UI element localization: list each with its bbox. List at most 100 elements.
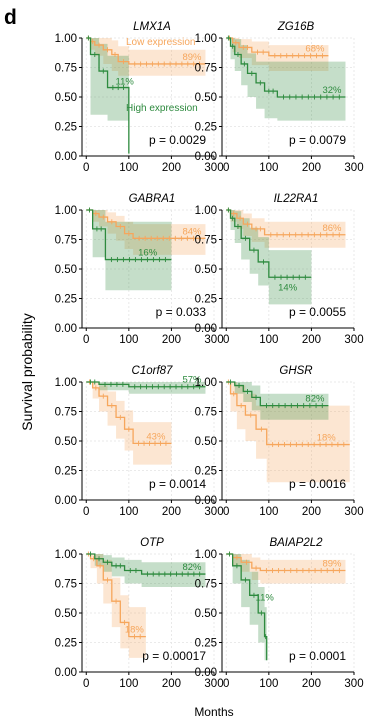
high-expression-curve [86, 37, 130, 154]
km-panel-ghsr: 18% 82% GHSR 0.00 0.25 0.50 0.75 1.00 0 100 200 300… [195, 365, 364, 518]
x-tick-label: 0 [223, 506, 229, 518]
y-tick-label: 1.00 [55, 33, 77, 45]
y-tick-label: 0.25 [195, 294, 217, 306]
x-tick-label: 200 [302, 334, 321, 346]
panel-letter: d [4, 6, 17, 29]
x-tick-label: 100 [259, 334, 278, 346]
x-tick-label: 100 [259, 162, 278, 174]
x-tick-label: 0 [223, 678, 229, 690]
legend-low-expression: Low expression [126, 37, 195, 48]
y-tick-label: 1.00 [55, 549, 77, 561]
y-tick-label: 0.25 [195, 466, 217, 478]
high-expression-curve [86, 381, 206, 388]
p-value-label: p = 0.0014 [149, 477, 206, 491]
x-tick-label: 300 [204, 678, 223, 690]
low-expression-ci-band [226, 210, 346, 248]
p-value-label: p = 0.0055 [289, 305, 346, 319]
high-expression-ci-band [86, 210, 172, 291]
high-expression-ci-band [226, 554, 267, 667]
km-panel-il22ra1: 86% 14% IL22RA1 0.00 0.25 0.50 0.75 1.00 0 100 200… [195, 193, 364, 346]
x-tick-label: 100 [119, 678, 138, 690]
high-expression-curve [86, 553, 206, 575]
x-tick-label: 0 [223, 334, 229, 346]
y-tick-label: 0.00 [195, 151, 217, 163]
y-tick-label: 0.25 [55, 122, 77, 134]
panel-gene-title: BAIAP2L2 [269, 537, 323, 549]
high-expression-pct-label: 11% [115, 76, 134, 87]
y-tick-label: 1.00 [195, 205, 217, 217]
y-tick-label: 0.75 [55, 407, 77, 419]
high-expression-pct-label: 16% [138, 248, 158, 259]
low-expression-curve [226, 381, 350, 446]
panel-gene-title: OTP [140, 537, 164, 549]
y-tick-label: 0.50 [55, 608, 77, 620]
legend-high-expression: High expression [126, 103, 198, 114]
low-expression-pct-label: 68% [305, 44, 325, 55]
x-tick-label: 200 [162, 162, 181, 174]
y-tick-label: 0.50 [195, 436, 217, 448]
x-tick-label: 200 [302, 678, 321, 690]
panels-group: 89% 11% LMX1A 0.00 0.25 0.50 0.75 1.00 0 100 200 30… [55, 21, 364, 690]
high-expression-curve [226, 553, 268, 661]
y-tick-label: 0.50 [195, 264, 217, 276]
x-tick-label: 200 [162, 506, 181, 518]
y-tick-label: 0.00 [55, 151, 77, 163]
high-expression-pct-label: 14% [278, 282, 298, 293]
high-expression-pct-label: 32% [322, 85, 342, 96]
p-value-label: p = 0.033 [156, 305, 207, 319]
x-tick-label: 0 [223, 162, 229, 174]
low-expression-ci-band [226, 38, 329, 72]
p-value-label: p = 0.0016 [289, 477, 346, 491]
x-tick-label: 300 [204, 506, 223, 518]
p-value-label: p = 0.0001 [289, 649, 346, 663]
km-panel-c1orf87: 43% 57% C1orf87 0.00 0.25 0.50 0.75 1.00 0 100 200… [55, 365, 224, 518]
x-tick-label: 300 [344, 162, 363, 174]
x-tick-label: 300 [204, 162, 223, 174]
x-tick-label: 200 [302, 162, 321, 174]
low-expression-pct-label: 84% [182, 226, 202, 237]
y-tick-label: 0.25 [195, 638, 217, 650]
y-tick-label: 0.25 [55, 294, 77, 306]
panel-gene-title: IL22RA1 [274, 193, 319, 205]
y-tick-label: 0.25 [55, 466, 77, 478]
low-expression-pct-label: 43% [146, 431, 166, 442]
y-tick-label: 0.00 [195, 495, 217, 507]
x-tick-label: 200 [162, 678, 181, 690]
x-tick-label: 0 [83, 162, 89, 174]
low-expression-ci-band [226, 382, 350, 483]
y-tick-label: 0.25 [55, 638, 77, 650]
km-panel-gabra1: 84% 16% GABRA1 0.00 0.25 0.50 0.75 1.00 0 100 200 3… [55, 193, 224, 346]
panel-gene-title: LMX1A [133, 21, 171, 33]
x-tick-label: 100 [259, 678, 278, 690]
x-tick-label: 100 [259, 506, 278, 518]
y-tick-label: 0.75 [195, 579, 217, 591]
x-tick-label: 0 [83, 334, 89, 346]
y-tick-label: 0.75 [55, 579, 77, 591]
y-tick-label: 1.00 [55, 205, 77, 217]
low-expression-ci-band [86, 554, 146, 658]
y-tick-label: 0.00 [195, 667, 217, 679]
km-panel-zg16b: 68% 32% ZG16B 0.00 0.25 0.50 0.75 1.00 0 100 200 30… [195, 21, 364, 174]
p-value-label: p = 0.0029 [149, 133, 206, 147]
km-panel-lmx1a: 89% 11% LMX1A 0.00 0.25 0.50 0.75 1.00 0 100 200 30… [55, 21, 224, 174]
low-expression-pct-label: 18% [317, 433, 337, 444]
y-tick-label: 0.25 [195, 122, 217, 134]
y-tick-label: 0.50 [55, 92, 77, 104]
x-tick-label: 200 [162, 334, 181, 346]
y-tick-label: 0.50 [55, 264, 77, 276]
km-panel-otp: 18% 82% OTP 0.00 0.25 0.50 0.75 1.00 0 100 200 300 p… [55, 537, 224, 690]
high-expression-pct-label: 82% [305, 394, 325, 405]
y-tick-label: 0.75 [55, 235, 77, 247]
high-expression-ci-band [226, 210, 312, 305]
panel-gene-title: GHSR [279, 365, 312, 377]
panel-gene-title: ZG16B [277, 21, 315, 33]
y-tick-label: 0.50 [195, 92, 217, 104]
high-expression-ci-band [86, 38, 129, 154]
x-tick-label: 300 [204, 334, 223, 346]
y-tick-label: 1.00 [55, 377, 77, 389]
low-expression-curve [226, 37, 329, 57]
x-tick-label: 300 [344, 506, 363, 518]
y-tick-label: 0.50 [195, 608, 217, 620]
x-tick-label: 100 [119, 506, 138, 518]
